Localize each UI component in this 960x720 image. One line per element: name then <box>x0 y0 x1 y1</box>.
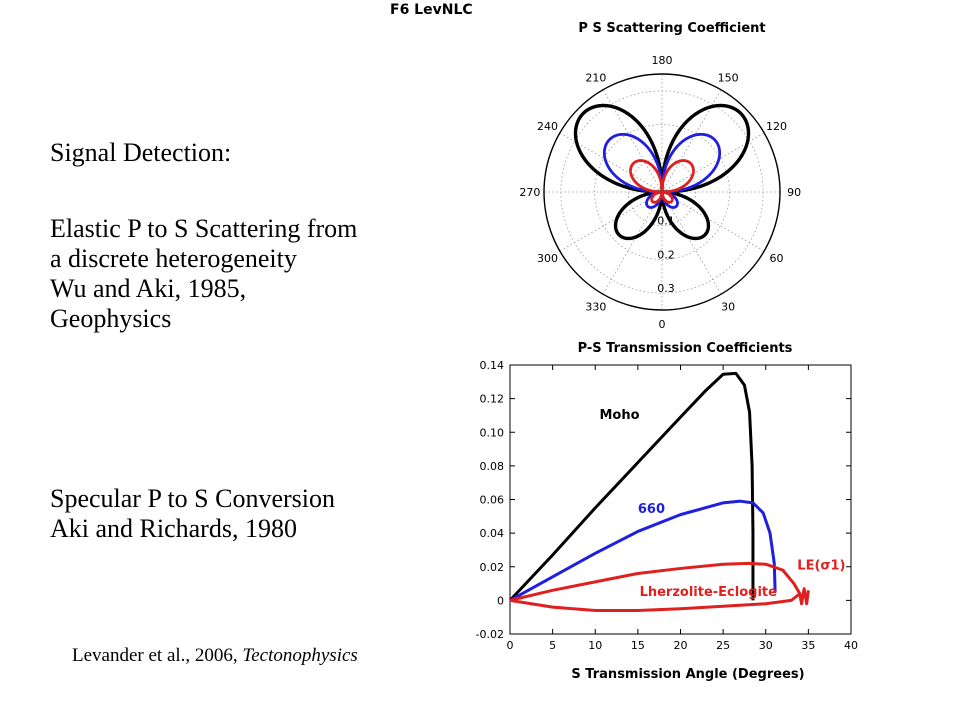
series-line-0 <box>508 371 755 602</box>
y-tick-label: 0 <box>497 594 504 607</box>
y-tick-label: 0.04 <box>480 527 505 540</box>
polar-grid <box>543 73 781 311</box>
polar-curves <box>573 103 751 241</box>
polar-angle-tick: 120 <box>766 120 787 133</box>
polar-angle-tick: 0 <box>659 318 666 331</box>
series-line-3 <box>509 592 801 612</box>
x-tick-label: 25 <box>716 639 730 652</box>
aki-richards-reference: Specular P to S Conversion Aki and Richa… <box>50 484 335 544</box>
x-tick-label: 0 <box>507 639 514 652</box>
x-tick-label: 40 <box>844 639 858 652</box>
polar-angle-tick: 210 <box>585 72 606 85</box>
polar-scattering-chart: P S Scattering Coefficient 0.1 0.2 0.3 0 30 6… <box>519 21 801 331</box>
polar-radial-tick: 0.1 <box>657 215 675 228</box>
y-tick-label: 0.02 <box>480 561 505 574</box>
polar-outer-circle <box>543 73 781 311</box>
series-line-1 <box>509 499 777 602</box>
moho-label: Moho <box>600 408 640 423</box>
wu-line-3: Wu and Aki, 1985, <box>50 274 247 303</box>
x-tick-label: 30 <box>759 639 773 652</box>
polar-angle-tick: 180 <box>652 54 673 67</box>
transmission-series <box>508 371 810 612</box>
x-tick-label: 10 <box>588 639 602 652</box>
polar-angle-tick: 330 <box>585 300 606 313</box>
aki-line-2: Aki and Richards, 1980 <box>50 514 297 543</box>
x-tick-label: 15 <box>631 639 645 652</box>
heading: Signal Detection: <box>50 138 232 167</box>
polar-radial-tick: 0.2 <box>657 248 675 261</box>
le-sigma-label: LE(σ1) <box>797 558 845 573</box>
y-tick-label: 0.06 <box>480 494 505 507</box>
x-tick-label: 5 <box>549 639 556 652</box>
citation: Levander et al., 2006, Tectonophysics <box>72 645 358 667</box>
citation-text: Levander et al., 2006, <box>72 645 243 666</box>
citation-journal: Tectonophysics <box>242 645 358 666</box>
transmission-annotations: Moho 660 Lherzolite-Eclogite LE(σ1) <box>600 408 846 600</box>
polar-angle-tick: 300 <box>537 252 558 265</box>
polar-angle-tick: 240 <box>537 120 558 133</box>
aki-line-1: Specular P to S Conversion <box>50 484 336 513</box>
660-label: 660 <box>638 502 665 517</box>
y-tick-label: 0.10 <box>480 426 505 439</box>
polar-series-2 <box>629 159 695 204</box>
polar-labels: 0.1 0.2 0.3 0 30 60 90 120 150 180 210 240 270 300 330 <box>519 54 801 331</box>
polar-radial-tick: 0.3 <box>657 282 675 295</box>
series-line-2 <box>509 561 810 606</box>
polar-title: P S Scattering Coefficient <box>578 21 765 36</box>
y-tick-label: -0.02 <box>476 628 504 641</box>
polar-angle-tick: 90 <box>787 186 801 199</box>
x-tick-label: 35 <box>801 639 815 652</box>
polar-angle-tick: 60 <box>769 252 783 265</box>
polar-angle-tick: 150 <box>718 72 739 85</box>
x-axis-label: S Transmission Angle (Degrees) <box>571 667 804 682</box>
y-tick-label: 0.12 <box>480 393 505 406</box>
y-tick-label: 0.08 <box>480 460 505 473</box>
transmission-axes: 0 5 10 15 20 25 30 35 40-0.0200.020.040.060.080.… <box>476 359 858 652</box>
transmission-title: P-S Transmission Coefficients <box>578 341 793 356</box>
y-tick-label: 0.14 <box>480 359 505 372</box>
wu-aki-reference: Elastic P to S Scattering from a discret… <box>50 214 357 334</box>
wu-line-2: a discrete heterogeneity <box>50 244 297 273</box>
x-tick-label: 20 <box>674 639 688 652</box>
polar-ring-0.1 <box>627 157 697 227</box>
wu-line-4: Geophysics <box>50 304 172 333</box>
lherzolite-eclogite-label: Lherzolite-Eclogite <box>640 585 778 600</box>
polar-ring-0.2 <box>594 124 730 260</box>
slide-tag: F6 LevNLC <box>390 2 473 18</box>
polar-angle-tick: 270 <box>519 186 540 199</box>
wu-line-1: Elastic P to S Scattering from <box>50 214 358 243</box>
transmission-chart: P-S Transmission Coefficients 0 5 10 15 20 25… <box>476 341 858 682</box>
polar-angle-tick: 30 <box>721 300 735 313</box>
